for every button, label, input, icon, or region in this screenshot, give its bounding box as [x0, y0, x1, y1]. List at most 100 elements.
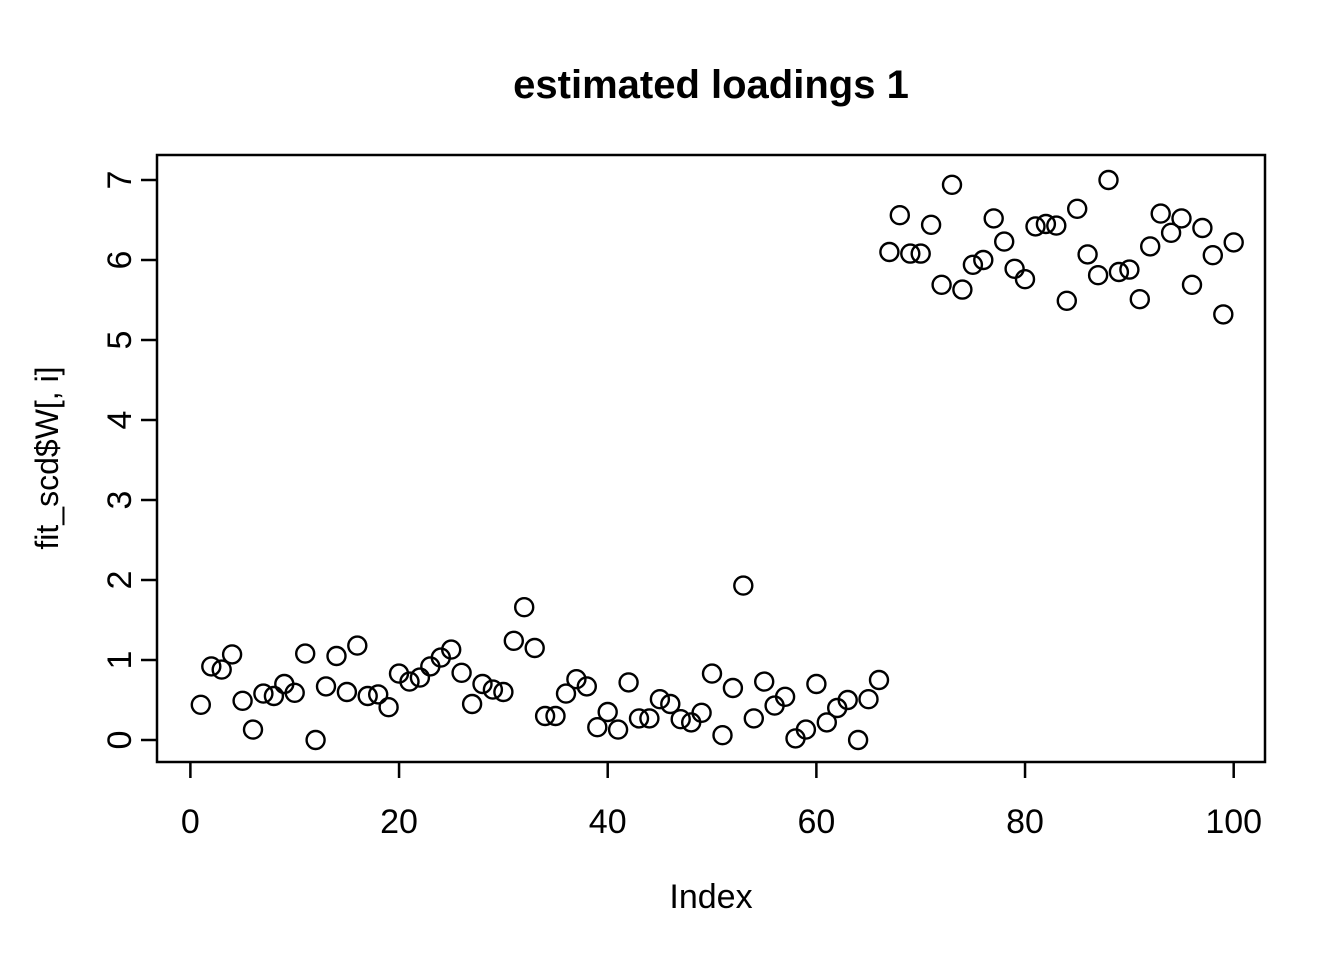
data-point [701, 663, 723, 684]
data-point [618, 672, 639, 693]
data-point [534, 705, 556, 727]
data-point [1098, 169, 1119, 191]
data-point [1108, 261, 1130, 283]
data-point [1202, 244, 1224, 266]
data-point [973, 249, 994, 271]
data-point [1213, 304, 1234, 325]
data-point [900, 243, 921, 264]
x-tick-label: 100 [1205, 803, 1262, 841]
data-point [639, 708, 660, 729]
data-point [1192, 217, 1213, 239]
x-axis-ticks: 0 20 40 60 80 100 [181, 762, 1262, 841]
x-tick-label: 80 [1006, 803, 1044, 841]
data-point [847, 729, 869, 751]
y-tick-label: 2 [101, 571, 139, 590]
data-point [931, 274, 952, 295]
data-point [315, 676, 337, 697]
data-point [607, 719, 629, 740]
data-point [806, 673, 827, 695]
data-point [472, 673, 493, 695]
data-point [1056, 290, 1078, 311]
data-point [295, 643, 316, 664]
data-point [555, 683, 577, 704]
data-point [587, 717, 608, 738]
data-point [514, 597, 535, 618]
data-point [1004, 258, 1025, 279]
data-point [660, 693, 681, 715]
data-point [326, 645, 347, 667]
data-point [1139, 236, 1161, 257]
x-axis-label: Index [669, 878, 752, 916]
data-point [628, 708, 650, 729]
y-tick-label: 3 [101, 491, 139, 510]
data-point [743, 708, 764, 729]
data-point [305, 729, 326, 751]
data-point [962, 254, 984, 275]
data-points [190, 169, 1244, 751]
y-tick-label: 5 [101, 331, 139, 350]
data-point [994, 231, 1015, 252]
data-point [399, 671, 420, 692]
y-tick-label: 1 [101, 651, 139, 670]
data-point [211, 659, 232, 680]
data-point [242, 719, 264, 740]
y-tick-label: 0 [101, 731, 139, 750]
data-point [451, 662, 472, 683]
plot-title: estimated loadings 1 [513, 63, 909, 107]
data-point [712, 725, 733, 746]
data-point [910, 243, 931, 264]
data-point [1014, 269, 1036, 290]
y-tick-label: 7 [101, 171, 139, 190]
data-point [649, 689, 671, 710]
data-point [691, 702, 712, 723]
data-point [441, 639, 462, 660]
data-point [774, 686, 796, 707]
data-point [378, 697, 399, 718]
data-point [983, 208, 1004, 229]
data-point [868, 669, 890, 691]
data-point [795, 719, 817, 740]
data-point [284, 682, 305, 703]
plot-box [155, 153, 1267, 764]
data-point [1150, 203, 1171, 224]
x-tick-label: 20 [380, 803, 418, 841]
data-point [253, 683, 274, 704]
data-point [347, 635, 368, 656]
data-point [336, 681, 358, 703]
data-point [566, 669, 587, 690]
data-point [1223, 232, 1244, 253]
data-point [889, 204, 910, 226]
data-point [1181, 274, 1203, 295]
data-point [263, 685, 285, 707]
data-point [1119, 259, 1140, 280]
data-point [754, 671, 775, 692]
data-point [1087, 265, 1109, 286]
data-point [493, 681, 514, 703]
data-point [221, 644, 243, 665]
x-tick-label: 60 [797, 803, 835, 841]
data-point [1160, 222, 1182, 244]
y-tick-label: 6 [101, 251, 139, 270]
data-point [190, 694, 212, 715]
data-point [409, 667, 431, 688]
data-point [1066, 198, 1088, 220]
data-point [920, 214, 942, 236]
data-point [1077, 244, 1098, 265]
data-point [524, 637, 545, 659]
data-point [733, 575, 754, 596]
data-point [1171, 208, 1192, 229]
data-point [858, 689, 879, 710]
data-point [670, 709, 691, 730]
y-axis-label: fit_scd$W[, i] [29, 366, 65, 549]
data-point [232, 690, 253, 711]
data-point [681, 712, 702, 733]
data-point [482, 679, 504, 700]
data-point [722, 677, 744, 699]
data-point [597, 701, 618, 723]
x-tick-label: 40 [589, 803, 627, 841]
y-axis-ticks: 0 1 2 3 4 5 6 7 [101, 171, 157, 750]
data-point [816, 712, 837, 733]
x-tick-label: 0 [181, 803, 200, 841]
